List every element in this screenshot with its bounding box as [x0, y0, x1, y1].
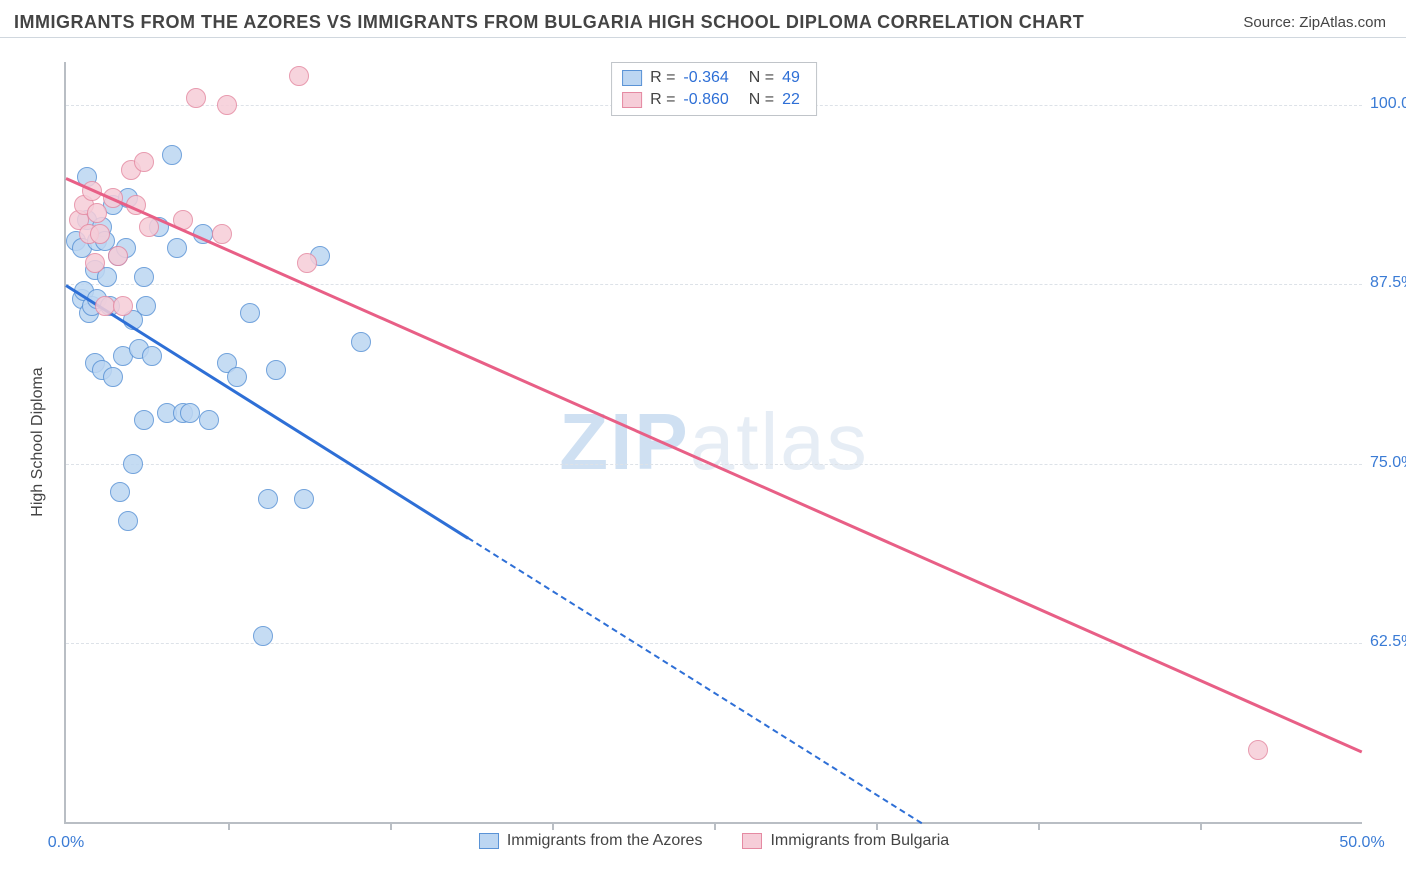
correlation-legend: R = -0.364 N = 49 R = -0.860 N = 22: [611, 62, 817, 116]
data-point: [108, 246, 128, 266]
source-name: ZipAtlas.com: [1299, 14, 1386, 31]
n-value: 49: [782, 67, 800, 89]
gridline-h: [66, 284, 1362, 285]
legend-item: Immigrants from the Azores: [479, 832, 703, 850]
y-axis-label: High School Diploma: [29, 367, 47, 516]
data-point: [266, 360, 286, 380]
trend-line: [467, 537, 922, 824]
x-tick-label: 0.0%: [48, 834, 84, 852]
trend-line: [65, 177, 1362, 753]
data-point: [87, 203, 107, 223]
legend-label: Immigrants from the Azores: [507, 832, 703, 850]
data-point: [199, 410, 219, 430]
data-point: [227, 367, 247, 387]
data-point: [110, 482, 130, 502]
x-tick-label: 50.0%: [1339, 834, 1384, 852]
data-point: [258, 489, 278, 509]
data-point: [95, 296, 115, 316]
watermark-rest: atlas: [690, 397, 869, 486]
data-point: [253, 626, 273, 646]
source-prefix: Source:: [1243, 14, 1299, 31]
data-point: [212, 224, 232, 244]
data-point: [134, 152, 154, 172]
y-tick-label: 62.5%: [1362, 633, 1406, 651]
data-point: [162, 145, 182, 165]
legend-swatch: [742, 833, 762, 849]
x-minor-tick: [1200, 822, 1202, 830]
x-minor-tick: [714, 822, 716, 830]
legend-swatch: [622, 70, 642, 86]
n-label: N =: [749, 89, 774, 111]
x-minor-tick: [390, 822, 392, 830]
data-point: [351, 332, 371, 352]
chart-container: ZIPatlas R = -0.364 N = 49 R = -0.860 N = 2…: [50, 42, 1390, 842]
data-point: [217, 95, 237, 115]
y-tick-label: 87.5%: [1362, 274, 1406, 292]
data-point: [180, 403, 200, 423]
y-tick-label: 100.0%: [1362, 95, 1406, 113]
y-tick-label: 75.0%: [1362, 454, 1406, 472]
r-value: -0.860: [683, 89, 728, 111]
x-minor-tick: [552, 822, 554, 830]
data-point: [134, 267, 154, 287]
data-point: [118, 511, 138, 531]
data-point: [136, 296, 156, 316]
legend-swatch: [479, 833, 499, 849]
data-point: [142, 346, 162, 366]
r-label: R =: [650, 67, 675, 89]
n-label: N =: [749, 67, 774, 89]
series-legend: Immigrants from the Azores Immigrants fro…: [66, 832, 1362, 854]
plot-area: ZIPatlas R = -0.364 N = 49 R = -0.860 N = 2…: [64, 62, 1362, 824]
data-point: [134, 410, 154, 430]
data-point: [240, 303, 260, 323]
n-value: 22: [782, 89, 800, 111]
legend-label: Immigrants from Bulgaria: [770, 832, 949, 850]
corr-legend-row: R = -0.860 N = 22: [622, 89, 800, 111]
page-title: IMMIGRANTS FROM THE AZORES VS IMMIGRANTS…: [14, 12, 1084, 33]
legend-item: Immigrants from Bulgaria: [742, 832, 949, 850]
data-point: [294, 489, 314, 509]
data-point: [1248, 740, 1268, 760]
data-point: [186, 88, 206, 108]
data-point: [85, 253, 105, 273]
data-point: [113, 296, 133, 316]
data-point: [167, 238, 187, 258]
corr-legend-row: R = -0.364 N = 49: [622, 67, 800, 89]
watermark: ZIPatlas: [559, 396, 868, 488]
data-point: [103, 367, 123, 387]
data-point: [90, 224, 110, 244]
data-point: [123, 454, 143, 474]
x-minor-tick: [876, 822, 878, 830]
r-value: -0.364: [683, 67, 728, 89]
x-minor-tick: [228, 822, 230, 830]
source-attribution: Source: ZipAtlas.com: [1243, 14, 1386, 31]
r-label: R =: [650, 89, 675, 111]
legend-swatch: [622, 92, 642, 108]
x-minor-tick: [1038, 822, 1040, 830]
data-point: [297, 253, 317, 273]
watermark-bold: ZIP: [559, 397, 689, 486]
data-point: [289, 66, 309, 86]
